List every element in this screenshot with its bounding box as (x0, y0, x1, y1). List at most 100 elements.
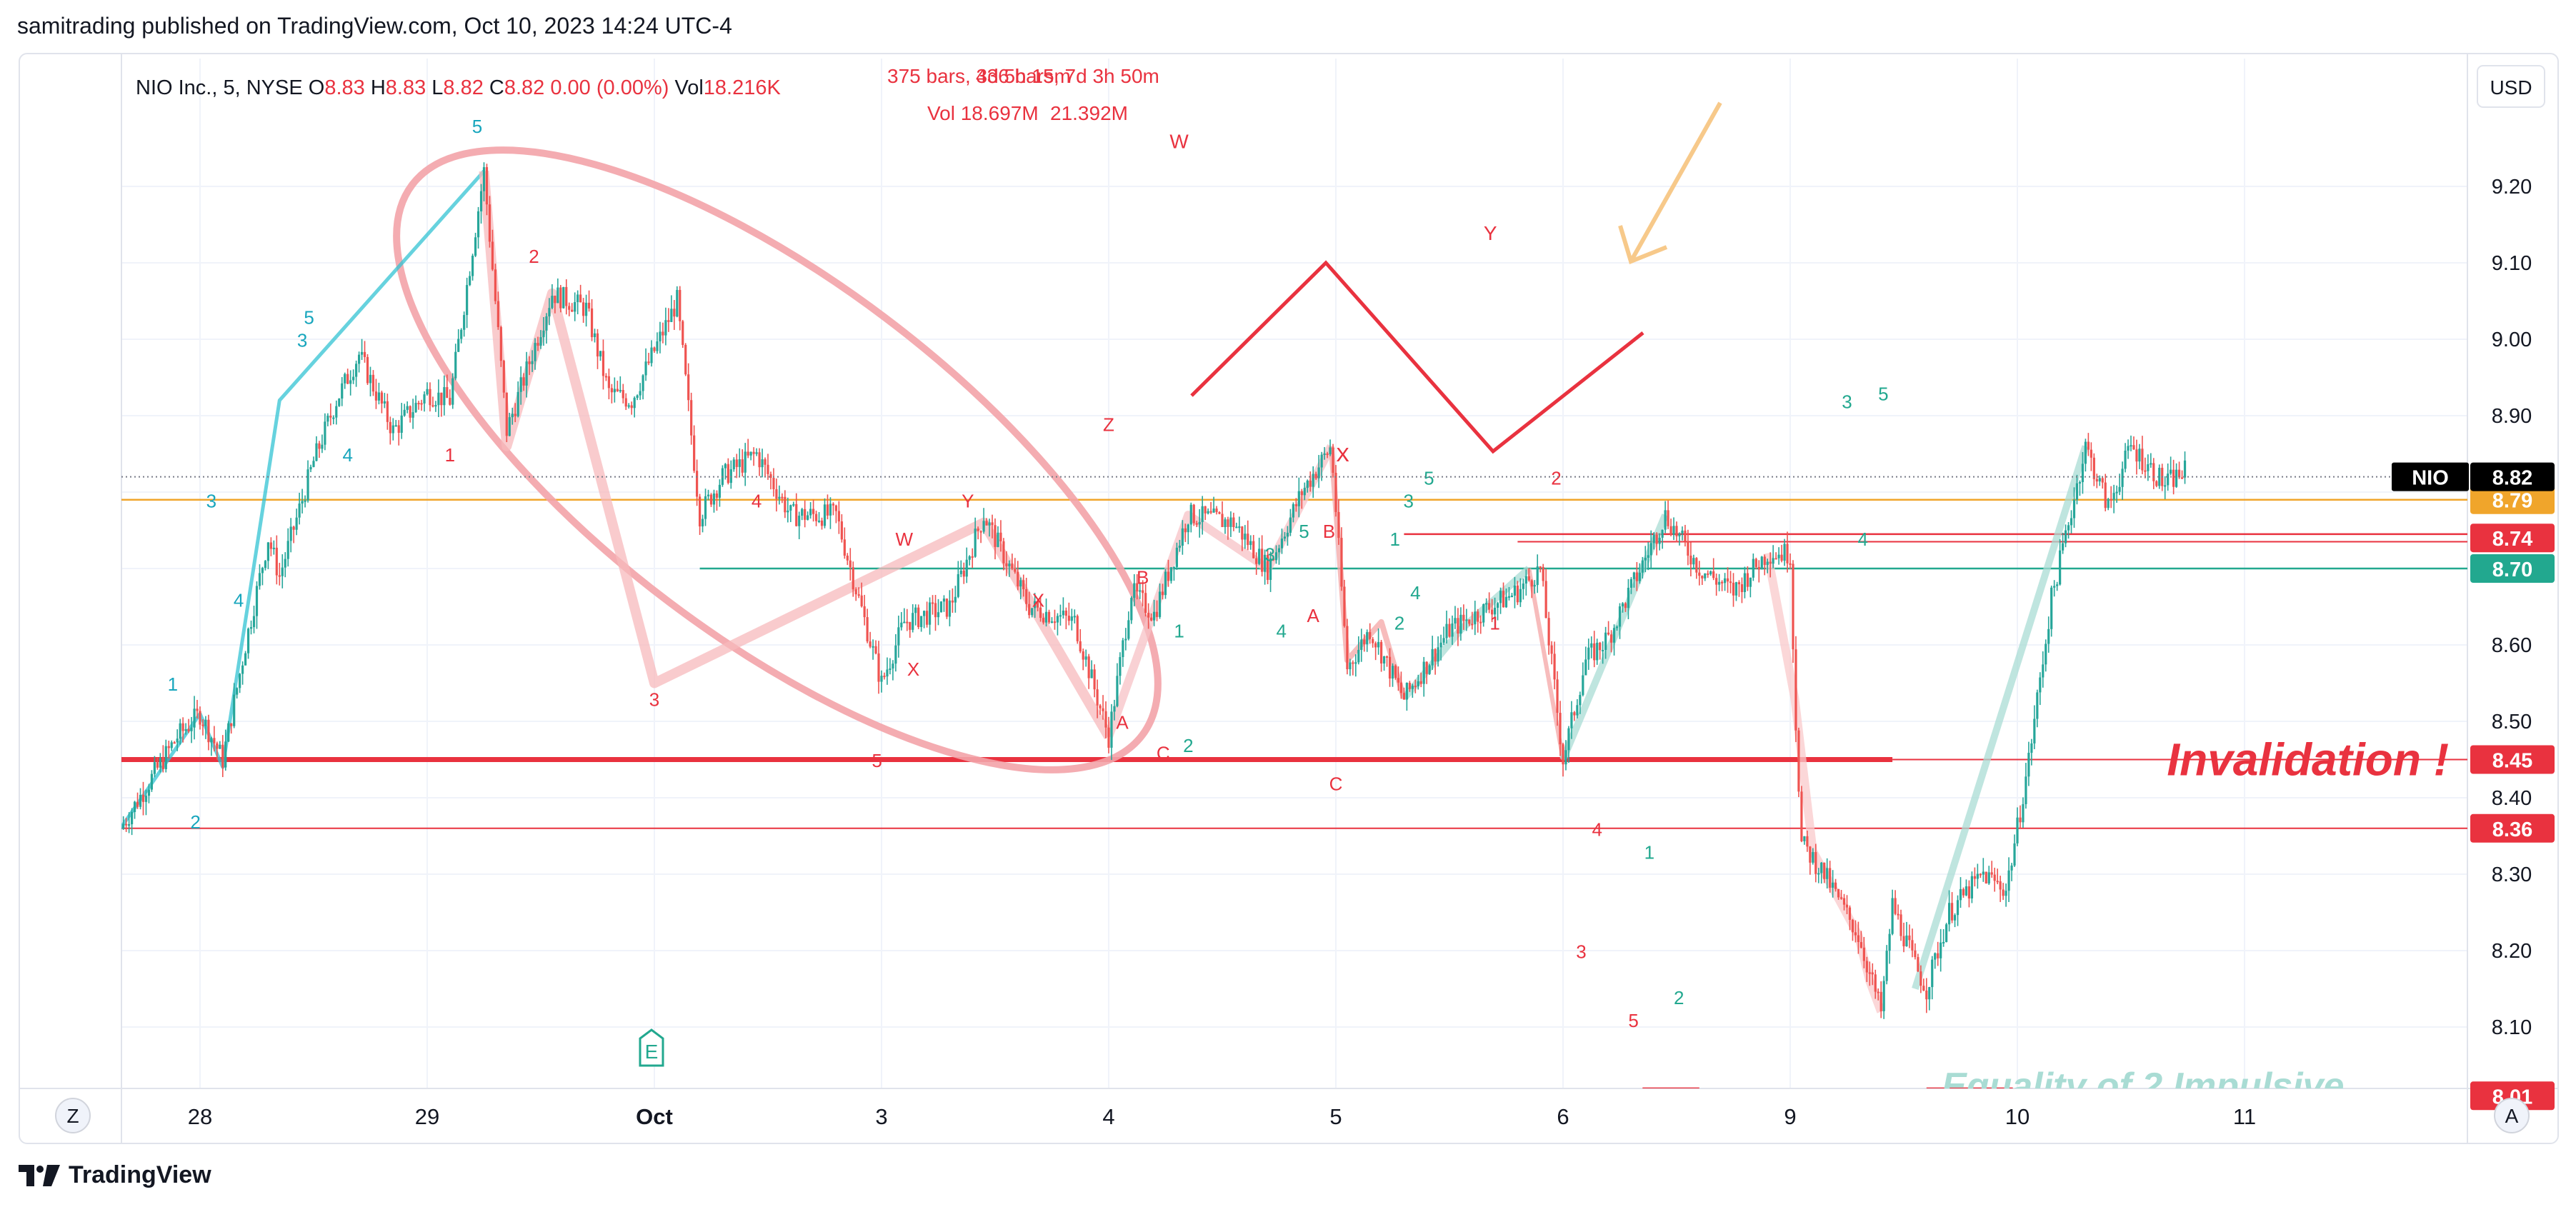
candle (1037, 600, 1039, 611)
candle-body (1385, 656, 1389, 658)
earnings-marker[interactable]: E (639, 1028, 664, 1067)
candle-body (269, 542, 272, 549)
measure-label-2b: 21.392M (1050, 102, 1128, 124)
candle-body (1002, 541, 1005, 564)
candle-body (366, 356, 369, 384)
candle-body (1079, 641, 1082, 652)
candle (1187, 524, 1189, 545)
candle (2010, 863, 2013, 881)
candle (795, 493, 798, 527)
candle (446, 374, 449, 399)
candle-body (1559, 713, 1562, 745)
candle (403, 404, 406, 417)
candle (1437, 636, 1439, 667)
candle (1082, 648, 1084, 671)
candle (1153, 599, 1156, 626)
pattern-label: Y (1484, 222, 1497, 244)
candle (1102, 695, 1104, 720)
candle (1797, 727, 1800, 798)
footer-brand-label: TradingView (69, 1161, 211, 1188)
candle-body (1689, 555, 1692, 565)
candle (1238, 516, 1241, 533)
candle (2115, 485, 2118, 504)
candle-body (1164, 571, 1167, 596)
candle-body (994, 525, 997, 547)
candle-body (1437, 647, 1439, 662)
candle (190, 716, 193, 743)
candle-body (633, 398, 636, 409)
candle (630, 401, 633, 415)
candle-body (1499, 591, 1502, 604)
legend-change: 0.00 (0.00%) (550, 76, 674, 99)
candle-body (812, 509, 815, 514)
currency-button[interactable]: USD (2477, 65, 2545, 108)
candle (1649, 530, 1652, 569)
candle (1937, 941, 1940, 966)
candle (2101, 476, 2104, 489)
candle-body (903, 621, 906, 623)
candle (1763, 554, 1766, 576)
candle-body (914, 607, 917, 613)
candle (1925, 978, 1928, 1013)
candle-body (1629, 579, 1632, 588)
candle (1309, 471, 1312, 492)
candle (957, 561, 959, 599)
candle (1672, 517, 1675, 541)
candle-body (321, 444, 324, 449)
candle-body (1201, 506, 1204, 522)
candle-body (2127, 446, 2130, 451)
candle (2067, 521, 2070, 539)
candle (1499, 587, 1502, 614)
candle-body (1737, 582, 1741, 585)
footer-brand[interactable]: TradingView (19, 1161, 211, 1189)
candle-body (380, 392, 383, 404)
candle (1973, 867, 1976, 887)
candle (1874, 969, 1877, 999)
candle (1261, 535, 1264, 577)
candle (729, 460, 732, 489)
candle (1457, 608, 1459, 646)
candle-body (1022, 580, 1025, 590)
candle (358, 351, 361, 373)
candle (741, 449, 744, 477)
candle (2087, 433, 2090, 456)
candle (1513, 576, 1517, 608)
candle-body (1292, 504, 1294, 518)
auto-zoom-button[interactable]: Z (55, 1098, 91, 1133)
candle (476, 206, 480, 249)
candle (991, 514, 994, 539)
candle (801, 508, 804, 521)
candle-body (1462, 614, 1465, 621)
candle-body (281, 567, 284, 576)
candle-body (1372, 638, 1374, 643)
candle-body (249, 627, 253, 629)
candle (857, 587, 860, 599)
candle-body (522, 377, 525, 386)
candle-body (125, 823, 128, 826)
candle (1956, 895, 1960, 926)
candle-body (1241, 526, 1244, 540)
candle (823, 498, 827, 529)
candle (536, 336, 539, 351)
candle (449, 389, 451, 406)
candle-body (1931, 959, 1934, 988)
candle-body (199, 711, 201, 725)
candle (1891, 889, 1894, 936)
candle-body (696, 471, 699, 497)
candle (1590, 636, 1593, 658)
candle-body (2053, 586, 2056, 588)
candle-body (778, 496, 781, 499)
candle-body (1627, 587, 1630, 608)
candle (673, 300, 676, 330)
candle-body (554, 296, 556, 304)
candle (286, 528, 289, 567)
candle-body (1408, 683, 1411, 689)
candle (2124, 443, 2127, 473)
candle (139, 788, 142, 810)
auto-scale-button[interactable]: A (2494, 1098, 2530, 1133)
candle (1241, 526, 1244, 551)
candle (994, 518, 997, 560)
